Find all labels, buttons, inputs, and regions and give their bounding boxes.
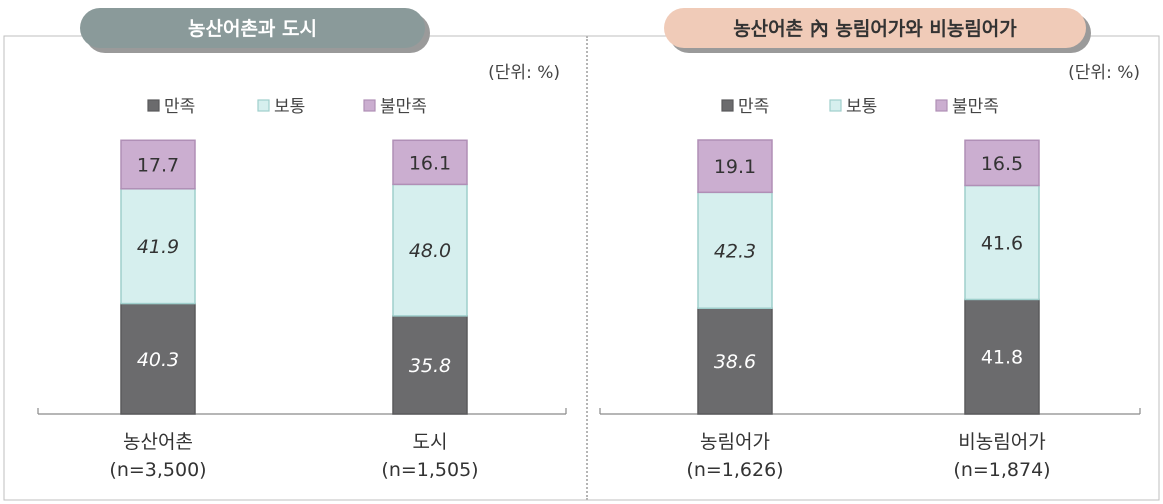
data-label: 17.7 (137, 155, 179, 177)
legend-swatch (364, 100, 375, 111)
data-label: 48.0 (409, 240, 451, 262)
chart-panel-right: 농산어촌 內 농림어가와 비농림어가 (단위: %) 만족 보통 불만족 38.6 42.3… (600, 8, 1140, 481)
data-label: 35.8 (409, 355, 451, 377)
category-sample-size: (n=1,874) (953, 459, 1050, 481)
unit-label: (단위: %) (488, 63, 560, 83)
category-label: 도시 (413, 431, 448, 453)
chart-panel-left: 농산어촌과 도시 (단위: %) 만족 보통 불만족 40.3 41.9 17.7 농산어촌 (n… (38, 8, 566, 481)
legend-label: 보통 (846, 97, 877, 117)
legend-label: 불만족 (380, 97, 427, 117)
legend-label: 만족 (164, 97, 195, 117)
data-label: 16.1 (409, 152, 451, 174)
legend-swatch (936, 100, 947, 111)
legend-label: 불만족 (952, 97, 999, 117)
legend-label: 만족 (738, 97, 769, 117)
category-label: 농림어가 (700, 431, 770, 453)
data-label: 40.3 (137, 349, 179, 371)
chart-title: 농산어촌 內 농림어가와 비농림어가 (733, 18, 1017, 40)
data-label: 19.1 (714, 156, 756, 178)
legend-swatch (830, 100, 841, 111)
data-label: 16.5 (981, 153, 1023, 175)
category-sample-size: (n=1,505) (381, 459, 478, 481)
legend-label: 보통 (274, 97, 305, 117)
data-label: 38.6 (714, 351, 756, 373)
unit-label: (단위: %) (1068, 63, 1140, 83)
category-label: 농산어촌 (123, 431, 193, 453)
data-label: 41.6 (981, 232, 1023, 254)
chart-title: 농산어촌과 도시 (188, 18, 317, 40)
panel-divider (586, 36, 588, 500)
category-sample-size: (n=3,500) (109, 459, 206, 481)
data-label: 41.8 (981, 347, 1023, 369)
data-label: 41.9 (137, 236, 179, 258)
category-label: 비농림어가 (958, 431, 1045, 453)
legend-swatch (722, 100, 733, 111)
data-label: 42.3 (714, 240, 756, 262)
category-sample-size: (n=1,626) (686, 459, 783, 481)
legend-swatch (258, 100, 269, 111)
legend-swatch (148, 100, 159, 111)
